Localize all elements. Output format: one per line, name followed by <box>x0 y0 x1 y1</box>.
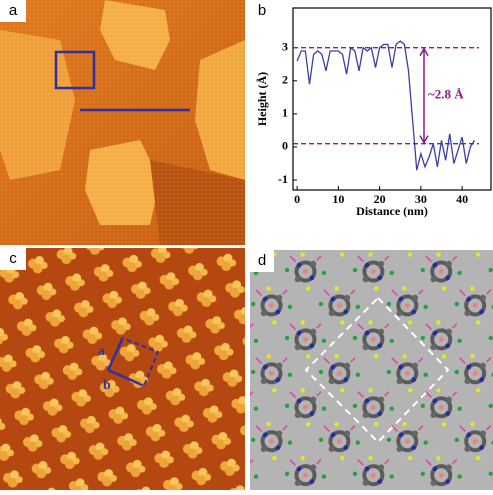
vector-b <box>107 368 141 386</box>
annotation: ~2.8 Å <box>428 87 464 102</box>
y-tick-label: 3 <box>282 39 288 53</box>
vector-label: b <box>103 378 111 393</box>
x-axis-label: Distance (nm) <box>356 204 428 218</box>
arrow-head <box>419 47 429 145</box>
y-tick-label: 1 <box>282 106 288 120</box>
y-tick-label: -1 <box>278 172 288 186</box>
vector-a <box>106 339 124 371</box>
molecular-model <box>250 250 493 490</box>
vector-label: a <box>98 344 105 359</box>
x-tick-label: 20 <box>374 192 386 206</box>
texture <box>0 0 245 245</box>
unit-cell <box>304 296 450 444</box>
x-tick-label: 0 <box>294 192 300 206</box>
panel-d: d <box>250 250 493 490</box>
label-box <box>0 248 26 270</box>
label-box <box>250 250 274 272</box>
x-tick-label: 10 <box>332 192 344 206</box>
y-tick-label: 2 <box>282 73 288 87</box>
y-tick-label: 0 <box>282 139 288 153</box>
stm-image <box>0 248 245 490</box>
x-tick-label: 30 <box>415 192 427 206</box>
x-tick-label: 40 <box>456 192 468 206</box>
panel-label: b <box>258 2 266 19</box>
panel-b: b Distance (nm) Height (Å) 0 10 20 30 40 -1 0 1… <box>252 0 492 218</box>
y-axis-label: Height (Å) <box>255 72 269 126</box>
panel-label: d <box>258 252 266 269</box>
scan-box <box>54 50 96 90</box>
label-box <box>252 0 276 22</box>
panel-label: c <box>9 250 17 267</box>
plot-frame <box>292 7 492 191</box>
panel-a: a <box>0 0 245 245</box>
label-box <box>0 0 26 22</box>
panel-label: a <box>9 2 18 19</box>
panel-c: a b c <box>0 248 245 490</box>
profile-line <box>296 40 476 171</box>
